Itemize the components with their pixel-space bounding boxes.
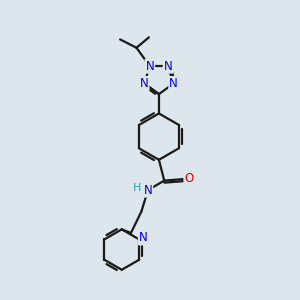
Text: N: N [143,184,152,196]
Text: N: N [164,60,172,73]
Text: N: N [146,60,154,73]
Text: N: N [140,77,148,90]
Text: H: H [132,183,141,193]
Text: O: O [184,172,194,185]
Text: N: N [169,77,178,90]
Text: N: N [139,232,148,244]
